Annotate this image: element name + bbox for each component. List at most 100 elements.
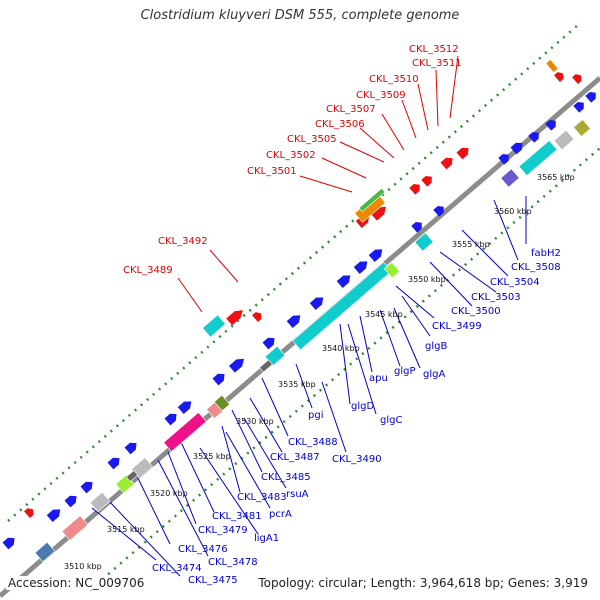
red-connector [449, 55, 459, 119]
gene-arrow [24, 508, 34, 519]
gene-arrow [545, 119, 556, 131]
gene-block [202, 314, 226, 338]
red-gene-label: CKL_3510 [369, 74, 419, 85]
red-connector [359, 127, 395, 159]
gene-arrow [409, 183, 420, 195]
red-gene-label: CKL_3501 [247, 166, 297, 177]
red-connector [177, 277, 203, 313]
red-gene-label: CKL_3506 [315, 119, 365, 130]
red-connector [299, 175, 353, 193]
map-title: Clostridium kluyveri DSM 555, complete g… [140, 8, 460, 23]
blue-gene-label: CKL_3499 [432, 321, 482, 332]
gene-arrow [510, 142, 523, 155]
blue-gene-label: glgP [394, 366, 416, 377]
gene-arrow [46, 509, 61, 522]
blue-gene-label: glgC [380, 415, 402, 426]
scale-ticks: 3510 kbp 3515 kbp 3520 kbp 3525 kbp 3530 kbp… [64, 173, 575, 571]
red-gene-label: CKL_3492 [158, 236, 208, 247]
gene-arrow [353, 261, 368, 274]
blue-gene-label: CKL_3504 [490, 277, 540, 288]
blue-connector [439, 251, 497, 293]
blue-gene-label: glgB [425, 341, 447, 352]
gene-arrow [177, 401, 192, 414]
outer-dotted-ring [7, 24, 579, 522]
red-gene-label: CKL_3512 [409, 44, 459, 55]
gene-arrow [80, 481, 93, 494]
scale-tick-label: 3510 kbp [64, 562, 102, 571]
gene-block [383, 261, 401, 279]
gene-arrow [164, 413, 177, 426]
red-connector [401, 99, 417, 139]
blue-gene-label: CKL_3490 [332, 454, 382, 465]
blue-connector [295, 363, 313, 409]
blue-gene-label: CKL_3478 [208, 557, 258, 568]
blue-connector [493, 199, 519, 261]
red-gene-label: CKL_3509 [356, 90, 406, 101]
blue-gene-label: CKL_3488 [288, 437, 338, 448]
blue-connector [167, 451, 197, 525]
gene-block [545, 59, 559, 73]
gene-arrow [572, 74, 582, 85]
blue-gene-label: pgi [308, 410, 323, 421]
gene-arrow [371, 206, 387, 221]
blue-connector [157, 459, 209, 557]
blue-gene-label: CKL_3479 [198, 525, 248, 536]
gene-arrow [124, 442, 137, 455]
gene-arrow [64, 495, 77, 508]
blue-gene-label: fabH2 [531, 248, 561, 259]
gene-arrow [229, 358, 245, 373]
gene-block [89, 491, 111, 513]
scale-tick-label: 3550 kbp [408, 275, 446, 284]
gene-arrow [286, 315, 301, 328]
gene-features [2, 59, 596, 563]
gene-arrow [456, 147, 469, 160]
gene-labels: CKL_3512 CKL_3511 CKL_3510 CKL_3509 CKL_3507… [123, 44, 561, 586]
blue-connector [199, 447, 259, 535]
gene-block [125, 470, 139, 482]
gene-arrow [421, 175, 432, 187]
blue-connector [339, 323, 351, 405]
blue-gene-label: glgD [351, 401, 374, 412]
scale-tick-label: 3545 kbp [365, 310, 403, 319]
gene-arrow [336, 275, 351, 288]
gene-block [259, 359, 273, 373]
blue-gene-label: CKL_3485 [261, 472, 311, 483]
blue-connector [249, 397, 283, 453]
scale-tick-label: 3560 kbp [494, 207, 532, 216]
blue-connector [133, 469, 171, 545]
inner-dotted-ring [89, 147, 600, 591]
red-gene-label: CKL_3511 [412, 58, 462, 69]
gene-block [213, 394, 231, 412]
accession-label: Accession: NC_009706 [6, 576, 147, 590]
blue-gene-label: CKL_3503 [471, 292, 521, 303]
scale-tick-label: 3565 kbp [537, 173, 575, 182]
gene-arrow [411, 221, 422, 233]
gene-arrow [2, 537, 15, 550]
gene-arrow [554, 72, 564, 83]
blue-connector [231, 409, 263, 473]
gene-block [358, 187, 386, 213]
blue-gene-label: rsuA [286, 489, 309, 500]
red-connector [435, 69, 439, 127]
blue-gene-label: CKL_3483 [237, 492, 287, 503]
blue-gene-label: ligA1 [254, 533, 279, 544]
blue-connector [261, 377, 289, 437]
blue-connector [395, 285, 435, 319]
gene-arrow [368, 249, 383, 262]
gene-arrow [440, 157, 453, 170]
red-gene-label: CKL_3502 [266, 150, 316, 161]
red-gene-label: CKL_3505 [287, 134, 337, 145]
gene-arrow [309, 297, 324, 310]
blue-connector [393, 307, 421, 369]
gene-block [414, 232, 434, 252]
blue-connector [91, 507, 157, 561]
blue-connector [321, 381, 347, 453]
red-connector [321, 157, 367, 179]
blue-connector [347, 323, 377, 415]
blue-connector [243, 417, 287, 489]
gene-arrow [573, 101, 584, 113]
blue-gene-label: CKL_3474 [152, 563, 202, 574]
blue-connector [221, 425, 241, 493]
